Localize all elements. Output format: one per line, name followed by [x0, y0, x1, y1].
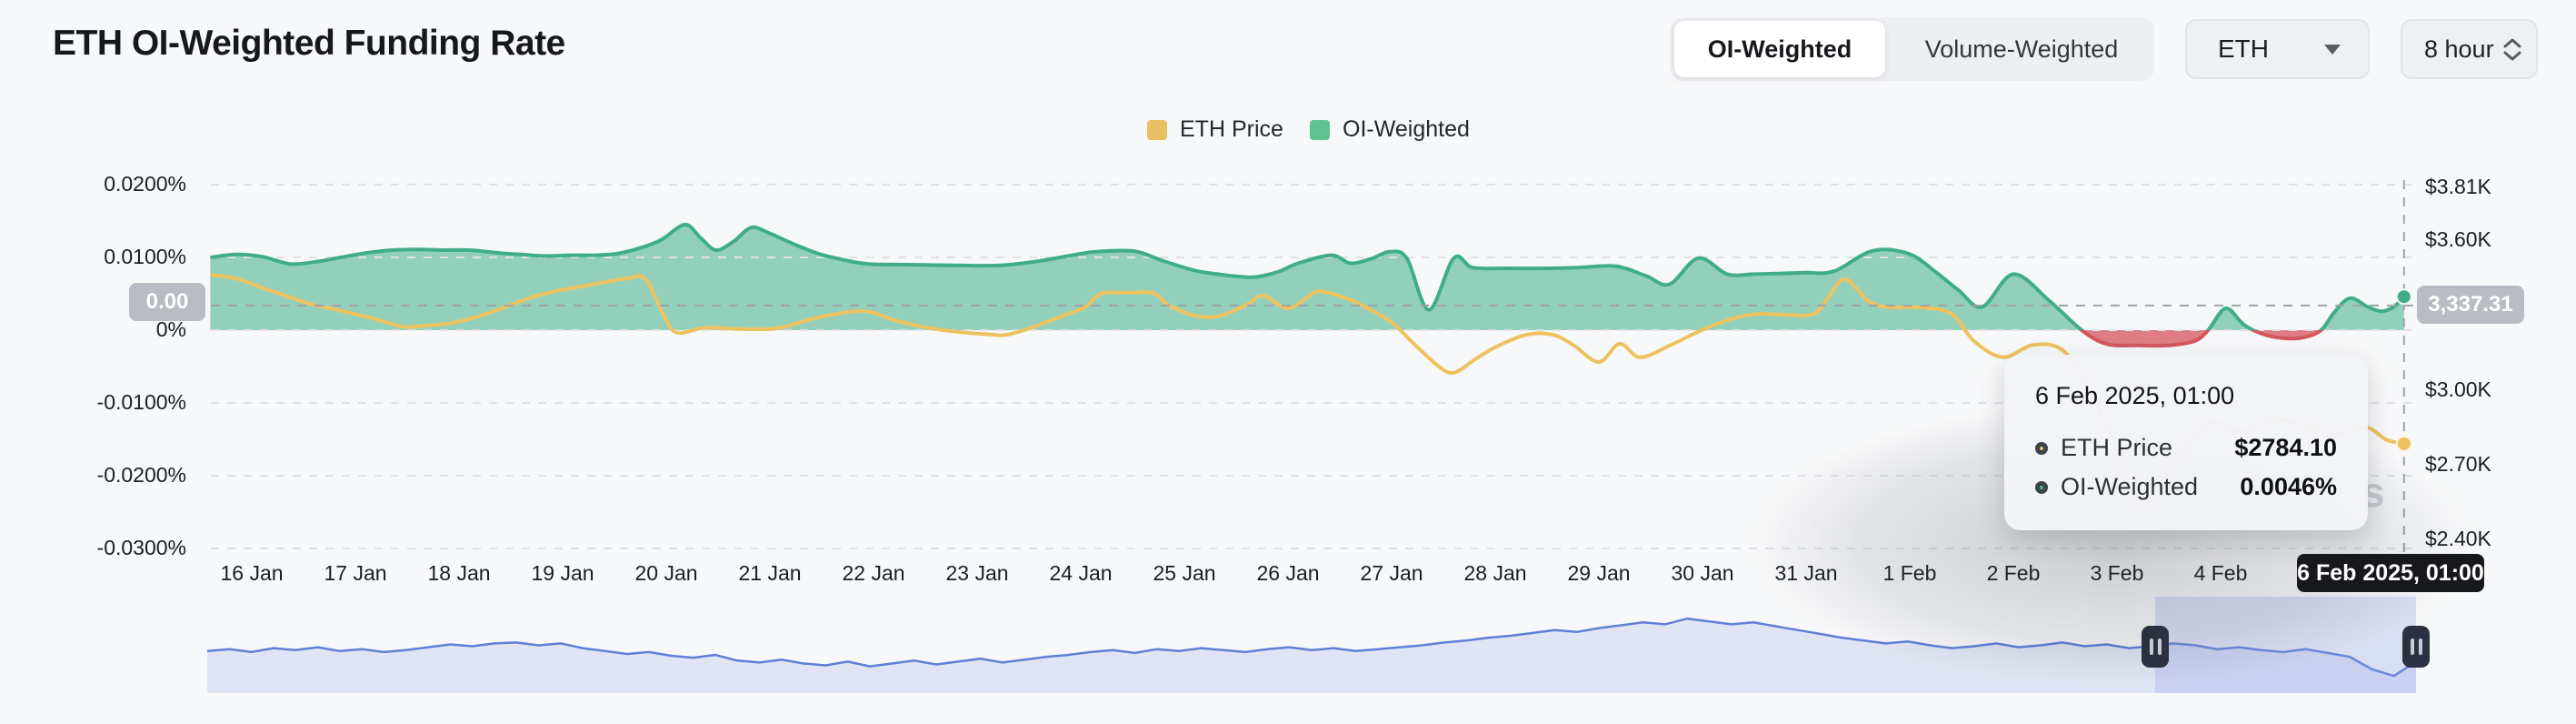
- coin-select[interactable]: ETH: [2185, 19, 2370, 79]
- right-axis-tick: $3.00K: [2425, 377, 2491, 401]
- navigator-window[interactable]: [2155, 597, 2416, 693]
- legend-item-oi-weighted[interactable]: OI-Weighted: [1310, 116, 1470, 143]
- x-axis-tick: 4 Feb: [2193, 561, 2248, 585]
- x-axis-tick: 18 Jan: [427, 561, 491, 585]
- right-axis-tick: $2.40K: [2425, 527, 2491, 551]
- funding-line-negative: [2079, 330, 2324, 348]
- x-axis-tick: 29 Jan: [1567, 561, 1631, 585]
- tooltip-row-oi-weighted: OI-Weighted 0.0046%: [2035, 473, 2337, 501]
- left-axis-tick: 0%: [155, 317, 186, 341]
- funding-line-positive: [210, 223, 2406, 330]
- x-axis-tick: 22 Jan: [842, 561, 905, 585]
- left-axis-tick: -0.0300%: [96, 536, 186, 559]
- eth-price-swatch-icon: [1147, 119, 1167, 140]
- coin-select-value: ETH: [2218, 35, 2269, 63]
- legend-label: OI-Weighted: [1343, 116, 1470, 142]
- x-axis-tick: 2 Feb: [1986, 561, 2041, 585]
- mode-option-oi-weighted[interactable]: OI-Weighted: [1707, 35, 1852, 63]
- x-axis-tick: 19 Jan: [531, 561, 594, 585]
- x-axis-tick: 16 Jan: [220, 561, 284, 585]
- right-axis-tick: $3.60K: [2425, 226, 2491, 251]
- interval-select[interactable]: 8 hour: [2401, 19, 2538, 79]
- navigator-handle-right[interactable]: [2402, 626, 2430, 668]
- oi-weighted-swatch-icon: [1310, 119, 1330, 140]
- left-axis-tick: 0.0200%: [104, 172, 186, 196]
- chart-tooltip: 6 Feb 2025, 01:00 ETH Price $2784.10 OI-…: [2004, 355, 2368, 530]
- mode-option-volume-weighted[interactable]: Volume-Weighted: [1924, 35, 2119, 63]
- navigator-handle-left[interactable]: [2142, 626, 2170, 668]
- spinner-chevrons-icon: [2503, 38, 2521, 61]
- funding-area-positive: [210, 224, 2404, 330]
- right-axis-pointer-badge: 3,337.31: [2417, 286, 2524, 324]
- x-axis-tick: 26 Jan: [1256, 561, 1320, 585]
- page-title: ETH OI-Weighted Funding Rate: [53, 24, 565, 63]
- mode-active-pill: [1674, 21, 1885, 77]
- left-axis-tick: -0.0100%: [96, 390, 186, 414]
- x-axis-tick: 24 Jan: [1049, 561, 1113, 585]
- tooltip-timestamp: 6 Feb 2025, 01:00: [2035, 382, 2235, 409]
- navigator-line: [206, 617, 2417, 678]
- right-axis-tick: $2.70K: [2425, 451, 2491, 476]
- x-axis-tick: 1 Feb: [1882, 561, 1937, 585]
- price-end-dot: [2395, 435, 2412, 452]
- x-axis-tick: 28 Jan: [1463, 561, 1527, 585]
- x-axis-tick: 3 Feb: [2090, 561, 2144, 585]
- x-axis-tick: 30 Jan: [1671, 561, 1734, 585]
- legend-label: ETH Price: [1180, 116, 1283, 142]
- funding-end-dot: [2395, 288, 2412, 306]
- legend-item-eth-price[interactable]: ETH Price: [1147, 116, 1283, 143]
- left-axis-tick: 0.0100%: [104, 245, 186, 268]
- x-axis-pointer-label: 6 Feb 2025, 01:00: [2297, 554, 2484, 592]
- left-axis-pointer-badge: 0.00: [129, 283, 205, 321]
- x-axis-tick: 25 Jan: [1153, 561, 1216, 585]
- x-axis-tick: 21 Jan: [738, 561, 802, 585]
- dropdown-arrow-icon: [2324, 44, 2341, 55]
- x-axis-tick: 20 Jan: [634, 561, 698, 585]
- left-axis-tick: -0.0200%: [96, 463, 186, 487]
- oi-weighted-marker-icon: [2035, 480, 2048, 494]
- eth-price-marker-icon: [2035, 441, 2048, 455]
- x-axis-tick: 31 Jan: [1774, 561, 1838, 585]
- price-line: [210, 273, 2405, 506]
- funding-area-negative: [210, 330, 2404, 347]
- right-axis-tick: $3.81K: [2425, 175, 2491, 198]
- mode-toggle: OI-Weighted Volume-Weighted: [1671, 17, 2154, 81]
- x-axis-tick: 17 Jan: [324, 561, 387, 585]
- x-axis-tick: 27 Jan: [1360, 561, 1423, 585]
- navigator-area[interactable]: [207, 618, 2416, 693]
- tooltip-row-eth-price: ETH Price $2784.10: [2035, 434, 2337, 462]
- interval-select-value: 8 hour: [2424, 35, 2494, 63]
- x-axis-tick: 23 Jan: [945, 561, 1009, 585]
